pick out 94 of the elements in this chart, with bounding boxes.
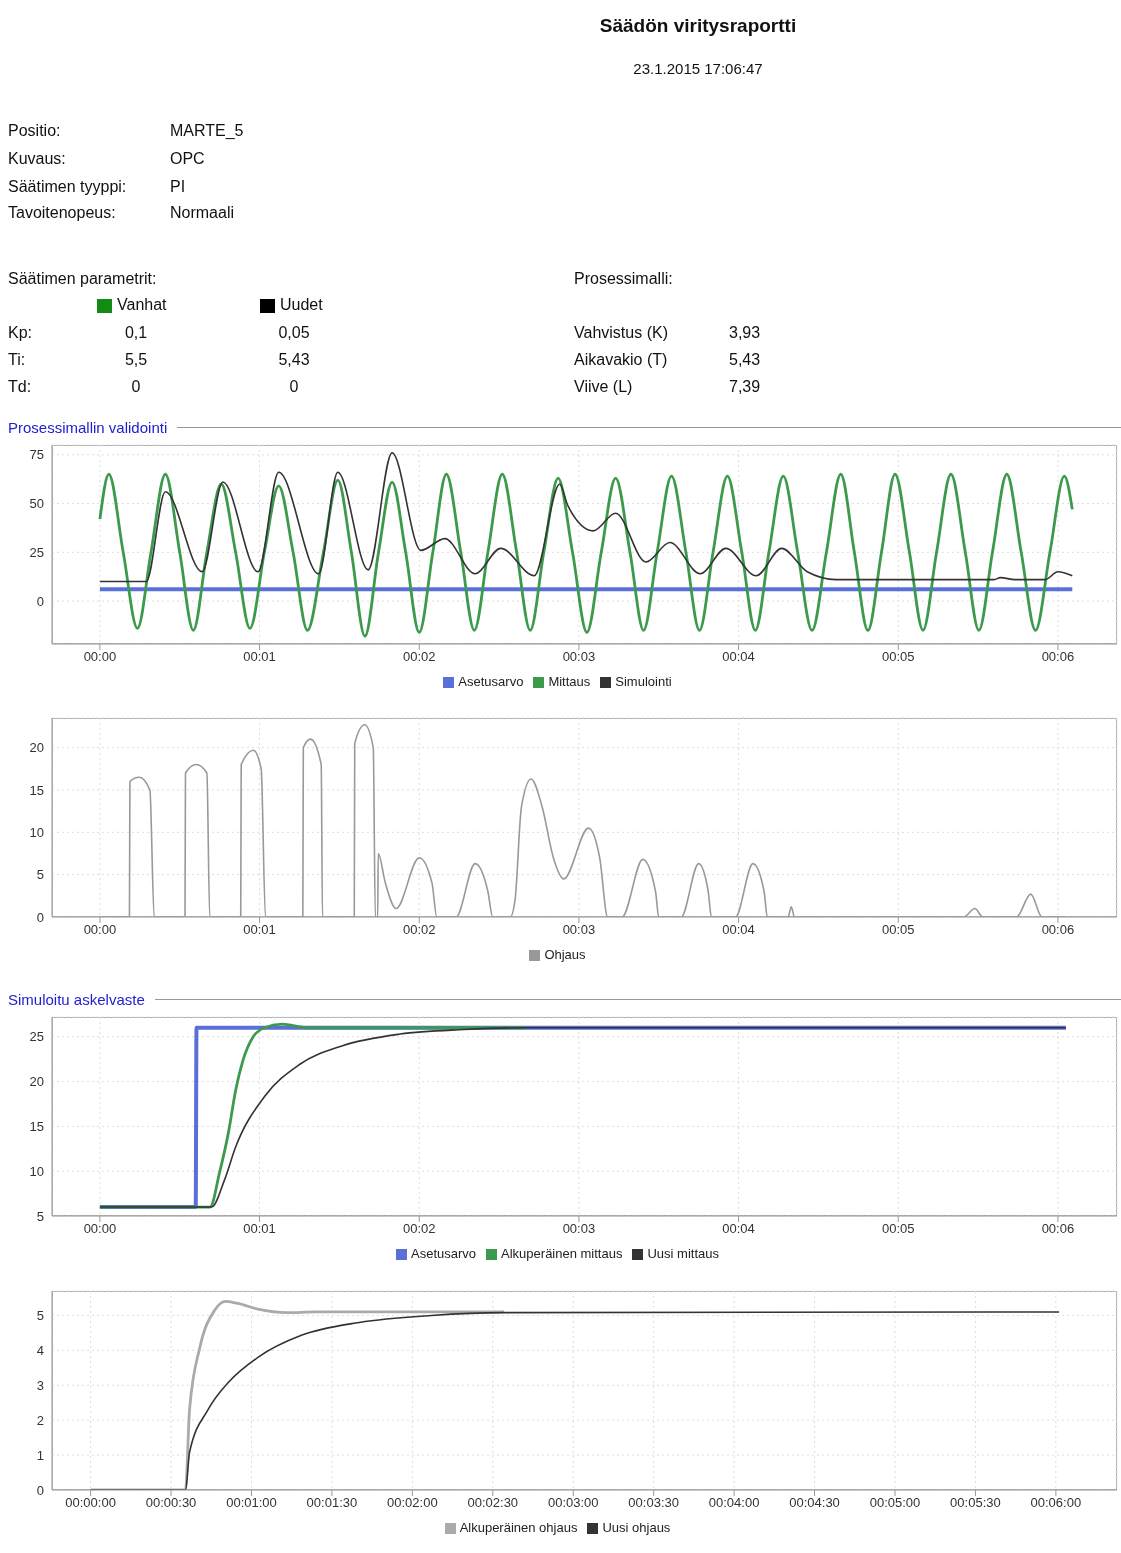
text: 5,43: [277, 351, 311, 369]
x-tick-label: 00:04:00: [708, 1495, 760, 1511]
text: Säätimen parametrit:: [8, 270, 157, 288]
chart-title: Prosessimallin validointi: [8, 418, 168, 436]
x-tick-label: 00:01:00: [226, 1495, 277, 1511]
x-tick-label: 00:03:00: [547, 1495, 599, 1511]
y-tick-label: 75: [29, 447, 44, 463]
y-tick-label: 5: [36, 1208, 44, 1224]
x-tick-label: 00:04: [722, 1221, 755, 1237]
text: 5,43: [729, 351, 761, 369]
text: Vahvistus (K): [574, 324, 668, 342]
legend-label: Asetusarvo: [411, 1246, 477, 1261]
x-tick-label: 00:05:30: [950, 1495, 1001, 1511]
y-tick-label: 4: [36, 1342, 44, 1358]
legend-label: Mittaus: [548, 674, 591, 689]
x-tick-label: 00:05:00: [869, 1495, 921, 1511]
legend-label: Asetusarvo: [458, 674, 524, 689]
x-tick-label: 00:02: [402, 1221, 436, 1237]
y-tick-label: 20: [29, 1074, 44, 1090]
text: Positio:: [8, 122, 61, 140]
legend-label: Simulointi: [615, 674, 672, 689]
text: Aikavakio (T): [574, 351, 668, 369]
x-tick-label: 00:06:00: [1030, 1495, 1082, 1511]
x-tick-label: 00:00: [83, 922, 117, 938]
x-tick-label: 00:01: [243, 649, 276, 665]
x-tick-label: 00:00: [83, 1221, 117, 1237]
x-tick-label: 00:06: [1041, 649, 1075, 665]
x-tick-label: 00:00:30: [145, 1495, 197, 1511]
legend-label: Ohjaus: [544, 947, 586, 962]
x-tick-label: 00:05: [881, 649, 915, 665]
legend-label: Alkuperäinen ohjaus: [459, 1520, 578, 1535]
y-tick-label: 25: [29, 1029, 44, 1045]
x-tick-label: 00:03: [562, 1221, 596, 1237]
x-tick-label: 00:04:30: [789, 1495, 840, 1511]
text: Ti:: [8, 351, 26, 369]
legend-label: Alkuperäinen mittaus: [501, 1246, 623, 1261]
text: Prosessimalli:: [574, 270, 673, 288]
y-tick-label: 15: [29, 782, 44, 798]
chart-title: Simuloitu askelvaste: [8, 990, 145, 1008]
legend-label: Uusi mittaus: [647, 1246, 719, 1261]
x-tick-label: 00:00:00: [65, 1495, 116, 1511]
text: Säätimen tyyppi:: [8, 178, 127, 196]
y-tick-label: 10: [29, 1163, 44, 1179]
x-tick-label: 00:06: [1041, 1221, 1075, 1237]
text: Kp:: [8, 324, 33, 342]
x-tick-label: 00:04: [722, 649, 755, 665]
x-tick-label: 00:02:00: [387, 1495, 438, 1511]
text: PI: [170, 178, 186, 196]
x-tick-label: 00:05: [881, 1221, 915, 1237]
y-tick-label: 0: [36, 593, 44, 609]
x-tick-label: 00:04: [722, 922, 755, 938]
y-tick-label: 10: [29, 824, 44, 840]
x-tick-label: 00:06: [1041, 922, 1075, 938]
text: 3,93: [729, 324, 761, 342]
x-tick-label: 00:02: [402, 922, 436, 938]
x-tick-label: 00:03: [562, 922, 596, 938]
x-tick-label: 00:03: [562, 649, 596, 665]
x-tick-label: 00:05: [881, 922, 915, 938]
text: 7,39: [729, 378, 761, 396]
text: MARTE_5: [170, 122, 244, 140]
y-tick-label: 15: [29, 1118, 44, 1134]
text: Uudet: [280, 296, 323, 314]
text: 0: [130, 378, 142, 396]
legend-label: Uusi ohjaus: [602, 1520, 671, 1535]
text: Normaali: [170, 204, 235, 222]
y-tick-label: 3: [36, 1377, 44, 1393]
text: Viive (L): [574, 378, 633, 396]
text: 23.1.2015 17:06:47: [632, 60, 764, 77]
text: Tavoitenopeus:: [8, 204, 116, 222]
x-tick-label: 00:00: [83, 649, 117, 665]
x-tick-label: 00:02:30: [467, 1495, 519, 1511]
y-tick-label: 5: [36, 1308, 44, 1324]
y-tick-label: 20: [29, 740, 44, 756]
text: 0,1: [123, 324, 149, 342]
text: Td:: [8, 378, 32, 396]
y-tick-label: 25: [29, 544, 44, 560]
x-tick-label: 00:01: [243, 1221, 276, 1237]
x-tick-label: 00:02: [402, 649, 436, 665]
text: 0: [288, 378, 300, 396]
text: 5,5: [123, 351, 149, 369]
x-tick-label: 00:03:30: [628, 1495, 679, 1511]
text: Säädön viritysraportti: [598, 15, 798, 37]
text: Kuvaus:: [8, 150, 66, 168]
y-tick-label: 50: [29, 496, 44, 512]
text: 0,05: [277, 324, 311, 342]
y-tick-label: 2: [36, 1412, 44, 1428]
y-tick-label: 0: [36, 909, 44, 925]
y-tick-label: 0: [36, 1482, 44, 1498]
x-tick-label: 00:01:30: [306, 1495, 358, 1511]
text: OPC: [170, 150, 205, 168]
text: Vanhat: [117, 296, 167, 314]
y-tick-label: 1: [36, 1447, 44, 1463]
y-tick-label: 5: [36, 867, 44, 883]
x-tick-label: 00:01: [243, 922, 276, 938]
